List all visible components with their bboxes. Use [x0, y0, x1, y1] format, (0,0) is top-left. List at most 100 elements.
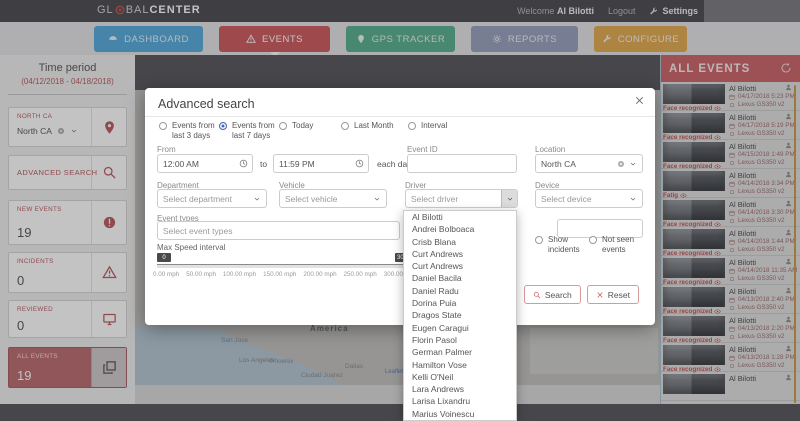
radio-circle[interactable]: [219, 122, 227, 130]
counter-card[interactable]: REVIEWED 0: [8, 300, 127, 338]
driver-option[interactable]: Dorina Puia: [412, 298, 457, 309]
event-list-item[interactable]: Face recognized Al Bilotti 04/14/2018 11…: [661, 256, 800, 286]
from-label: From: [157, 145, 176, 154]
map-attribution[interactable]: Leaflet: [385, 369, 404, 375]
nav-button[interactable]: REPORTS: [471, 26, 578, 52]
person-icon: [785, 200, 792, 207]
event-list-item[interactable]: Face recognized Al Bilotti 04/13/2018 1:…: [661, 343, 800, 373]
driver-option[interactable]: Daniel Radu: [412, 285, 459, 296]
department-select[interactable]: Select department: [157, 189, 267, 208]
driver-option[interactable]: Eugen Caragui: [412, 322, 469, 333]
driver-label: Driver: [405, 181, 427, 190]
event-device-row: Lexus GS350 v2: [729, 188, 785, 195]
driver-option[interactable]: Larisa Lixandru: [412, 396, 471, 407]
event-list-item[interactable]: Face recognized Al Bilotti 04/14/2018 1:…: [661, 227, 800, 257]
radio-circle[interactable]: [408, 122, 416, 130]
location-pin-button[interactable]: [91, 108, 126, 146]
person-icon: [785, 171, 792, 178]
driver-option[interactable]: Daniel Bacila: [412, 273, 462, 284]
counter-label: NEW EVENTS: [17, 206, 62, 213]
radio-circle[interactable]: [341, 122, 349, 130]
nav-button[interactable]: EVENTS: [219, 26, 330, 57]
driver-option[interactable]: Marius Voinescu: [412, 408, 475, 419]
radio-circle[interactable]: [589, 236, 597, 244]
search-button[interactable]: Search: [523, 285, 581, 304]
refresh-icon[interactable]: [780, 62, 792, 74]
slider-min-handle[interactable]: 0: [157, 253, 171, 262]
driver-option[interactable]: German Palmer: [412, 347, 472, 358]
show-incidents-option[interactable]: Show incidents: [535, 235, 586, 255]
driver-option[interactable]: Hamilton Vose: [412, 359, 467, 370]
chevron-down-icon: [373, 195, 381, 203]
reset-button[interactable]: Reset: [586, 285, 639, 304]
clear-location-icon[interactable]: [57, 127, 65, 135]
location-select[interactable]: North CA: [17, 126, 78, 136]
radio-circle[interactable]: [159, 122, 167, 130]
events-scrollbar[interactable]: [794, 85, 796, 403]
event-list-item[interactable]: Al Bilotti: [661, 372, 800, 401]
nav-button[interactable]: DASHBOARD: [94, 26, 203, 52]
event-types-input[interactable]: [157, 221, 400, 240]
event-driver-name: Al Bilotti: [729, 142, 757, 151]
event-list-item[interactable]: Face recognized Al Bilotti 04/15/2018 1:…: [661, 140, 800, 170]
counter-card[interactable]: NEW EVENTS 19: [8, 200, 127, 245]
driver-option[interactable]: Crisb Blana: [412, 236, 456, 247]
map-place-label: Dallas: [345, 363, 364, 370]
event-id-label: Event ID: [407, 145, 438, 154]
map-place-label: San Jose: [221, 337, 249, 344]
counter-card[interactable]: ALL EVENTS 19: [8, 347, 127, 388]
max-speed-label: Max Speed interval: [157, 243, 226, 252]
event-list-item[interactable]: Fatig Al Bilotti 04/14/2018 3:34 PM Lexu…: [661, 169, 800, 199]
from-time-input[interactable]: [157, 154, 253, 173]
modal-extra-input[interactable]: [557, 219, 643, 238]
counter-icon-box: [91, 348, 126, 387]
event-list-item[interactable]: Face recognized Al Bilotti 04/14/2018 3:…: [661, 198, 800, 228]
period-radio-option[interactable]: Today: [279, 121, 313, 131]
period-radio-option[interactable]: Events from last 7 days: [219, 121, 284, 141]
device-select[interactable]: Select device: [535, 189, 643, 208]
settings-link[interactable]: Settings: [649, 6, 698, 16]
advanced-search-icon-box[interactable]: [91, 156, 126, 189]
clear-location-icon[interactable]: [617, 160, 625, 168]
period-radio-option[interactable]: Events from last 3 days: [159, 121, 224, 141]
driver-option[interactable]: Lara Andrews: [412, 384, 464, 395]
event-device-row: Lexus GS350 v2: [729, 275, 785, 282]
radio-circle[interactable]: [535, 236, 543, 244]
event-device-row: Lexus GS350 v2: [729, 333, 785, 340]
driver-option[interactable]: Kelli O'Neil: [412, 371, 454, 382]
to-time-input[interactable]: [273, 154, 369, 173]
event-list-item[interactable]: Face recognized Al Bilotti 04/13/2018 2:…: [661, 285, 800, 315]
to-label: to: [260, 159, 268, 169]
close-icon[interactable]: [634, 95, 645, 106]
radio-circle[interactable]: [279, 122, 287, 130]
logout-link[interactable]: Logout: [607, 6, 636, 16]
period-radio-option[interactable]: Last Month: [341, 121, 394, 131]
counter-card[interactable]: INCIDENTS 0: [8, 252, 127, 293]
driver-select-caret-button[interactable]: [501, 190, 517, 207]
event-list-item[interactable]: Face recognized Al Bilotti 04/13/2018 2:…: [661, 314, 800, 344]
map-place-label: Phoenix: [270, 358, 294, 365]
slider-tick-label: 0.00 mph: [153, 271, 180, 278]
location-select[interactable]: North CA: [535, 154, 643, 173]
slider-rail[interactable]: [157, 264, 409, 268]
event-device-row: Lexus GS350 v2: [729, 159, 785, 166]
slider-max-handle[interactable]: 300: [395, 253, 409, 262]
period-radio-option[interactable]: Interval: [408, 121, 447, 131]
advanced-search-card[interactable]: ADVANCED SEARCH: [8, 155, 127, 190]
not-seen-events-option[interactable]: Not seen events: [589, 235, 640, 255]
driver-option[interactable]: Curt Andrews: [412, 261, 464, 272]
driver-option[interactable]: Al Bilotti: [412, 212, 443, 222]
driver-option[interactable]: Andrei Bolboaca: [412, 224, 475, 235]
nav-button[interactable]: GPS TRACKER: [346, 26, 455, 52]
event-list-item[interactable]: Face recognized Al Bilotti 04/17/2018 5:…: [661, 111, 800, 141]
driver-option[interactable]: Dragos State: [412, 310, 462, 321]
event-driver-name: Al Bilotti: [729, 200, 757, 209]
nav-button[interactable]: CONFIGURE: [594, 26, 687, 52]
nav-button-icon: [602, 34, 612, 44]
event-list-item[interactable]: Face recognized Al Bilotti 04/17/2018 5:…: [661, 82, 800, 112]
driver-select[interactable]: Select driver: [405, 189, 518, 208]
driver-option[interactable]: Curt Andrews: [412, 248, 464, 259]
vehicle-select[interactable]: Select vehicle: [279, 189, 387, 208]
driver-option[interactable]: Florin Pasol: [412, 334, 457, 345]
event-id-input[interactable]: [407, 154, 517, 173]
